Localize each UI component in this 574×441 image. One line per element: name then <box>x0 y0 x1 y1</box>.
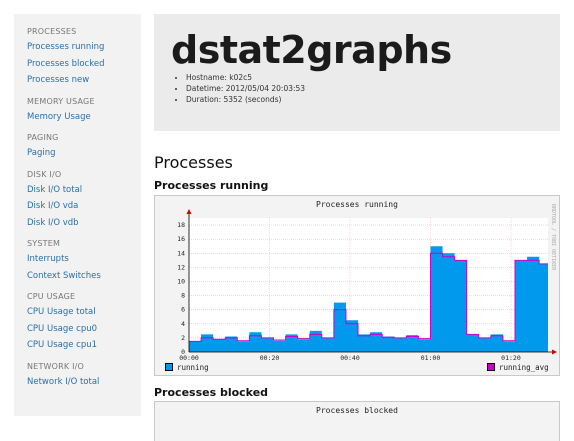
sidebar-section-header: MEMORY USAGE <box>27 96 95 106</box>
y-tick-label: 12 <box>177 263 185 271</box>
sidebar-link[interactable]: Memory Usage <box>27 111 91 122</box>
legend-label-running: running <box>177 363 209 372</box>
chart-processes-blocked: Processes blocked <box>154 401 560 441</box>
x-tick-label: 00:20 <box>260 354 280 362</box>
sidebar-link[interactable]: Disk I/O vda <box>27 201 79 211</box>
y-tick-label: 0 <box>181 348 185 356</box>
host-info-list: Hostname: k02c5 Datetime: 2012/05/04 20:… <box>176 72 305 105</box>
y-tick-label: 10 <box>177 277 185 285</box>
sidebar-link[interactable]: Processes blocked <box>27 58 105 69</box>
x-axis-arrow <box>552 349 557 355</box>
y-tick-label: 16 <box>177 235 185 243</box>
header-box: dstat2graphs Hostname: k02c5 Datetime: 2… <box>154 14 560 131</box>
legend-swatch-running-avg <box>487 363 495 371</box>
sidebar-link[interactable]: Processes running <box>27 42 105 52</box>
duration-info: Duration: 5352 (seconds) <box>186 94 305 105</box>
sidebar-link[interactable]: Paging <box>27 148 56 158</box>
sidebar-section: NETWORK I/O Network I/O total <box>14 360 141 397</box>
legend-swatch-running <box>165 363 173 371</box>
sidebar-section-header: DISK I/O <box>27 169 62 179</box>
x-tick-label: 00:40 <box>340 354 360 362</box>
datetime-info: Datetime: 2012/05/04 20:03:53 <box>186 83 305 94</box>
sidebar-section: MEMORY USAGE Memory Usage <box>14 95 141 132</box>
sidebar-section-header: PAGING <box>27 133 59 142</box>
chart-title: Processes running <box>316 200 398 209</box>
sidebar-section-header: NETWORK I/O <box>27 361 85 371</box>
sidebar-section: SYSTEM Interrupts Context Switches <box>14 237 141 290</box>
sidebar-section: PAGING Paging <box>14 131 141 168</box>
sidebar-section-header: SYSTEM <box>27 239 61 248</box>
chart-title-blocked: Processes blocked <box>316 406 398 415</box>
chart-plot: 0 2 4 6 8 10 12 14 16 18 00:00 00:20 00:40 01:00 01:20 <box>177 209 557 362</box>
x-tick-label: 00:00 <box>179 354 199 362</box>
sidebar-link[interactable]: Interrupts <box>27 254 69 264</box>
y-tick-label: 18 <box>177 221 185 229</box>
sidebar-section-header: CPU USAGE <box>27 292 76 301</box>
sidebar-section: CPU USAGE CPU Usage total CPU Usage cpu0 CP… <box>14 290 141 360</box>
y-tick-label: 4 <box>181 320 185 328</box>
legend-label-running-avg: running_avg <box>499 363 549 372</box>
sidebar-link[interactable]: Network I/O total <box>27 376 100 387</box>
y-tick-label: 2 <box>181 334 185 342</box>
x-tick-label: 01:00 <box>421 354 441 362</box>
legend-running-avg: running_avg <box>487 363 549 372</box>
sidebar-link[interactable]: Disk I/O total <box>27 184 83 195</box>
page-title: dstat2graphs <box>171 28 452 72</box>
chart-heading-processes-running: Processes running <box>154 179 269 192</box>
sidebar-link[interactable]: Disk I/O vdb <box>27 217 79 228</box>
x-tick-label: 01:20 <box>501 354 521 362</box>
sidebar-link[interactable]: Context Switches <box>27 270 101 281</box>
sidebar-link[interactable]: CPU Usage total <box>27 307 96 317</box>
section-title: Processes <box>154 153 233 172</box>
sidebar-section-header: PROCESSES <box>27 27 77 36</box>
plot-background <box>189 218 548 352</box>
sidebar-link[interactable]: CPU Usage cpu0 <box>27 323 98 334</box>
sidebar-section: DISK I/O Disk I/O total Disk I/O vda Disk I… <box>14 168 141 238</box>
hostname-info: Hostname: k02c5 <box>186 72 305 83</box>
sidebar-link[interactable]: CPU Usage cpu1 <box>27 340 98 350</box>
y-axis-arrow <box>186 209 192 214</box>
sidebar: PROCESSES Processes running Processes bloc… <box>14 14 141 416</box>
sidebar-section: PROCESSES Processes running Processes bloc… <box>14 25 141 95</box>
series-running-area <box>189 246 548 352</box>
y-tick-label: 6 <box>181 306 185 314</box>
chart-heading-processes-blocked: Processes blocked <box>154 386 269 399</box>
series-running-avg-line <box>189 252 548 342</box>
sidebar-link[interactable]: Processes new <box>27 75 90 85</box>
y-tick-label: 8 <box>181 292 185 300</box>
legend-running: running <box>165 363 209 372</box>
y-tick-label: 14 <box>177 249 185 257</box>
chart-processes-running: Processes running RRDTOOL / TOBI OETIKER… <box>154 195 560 376</box>
